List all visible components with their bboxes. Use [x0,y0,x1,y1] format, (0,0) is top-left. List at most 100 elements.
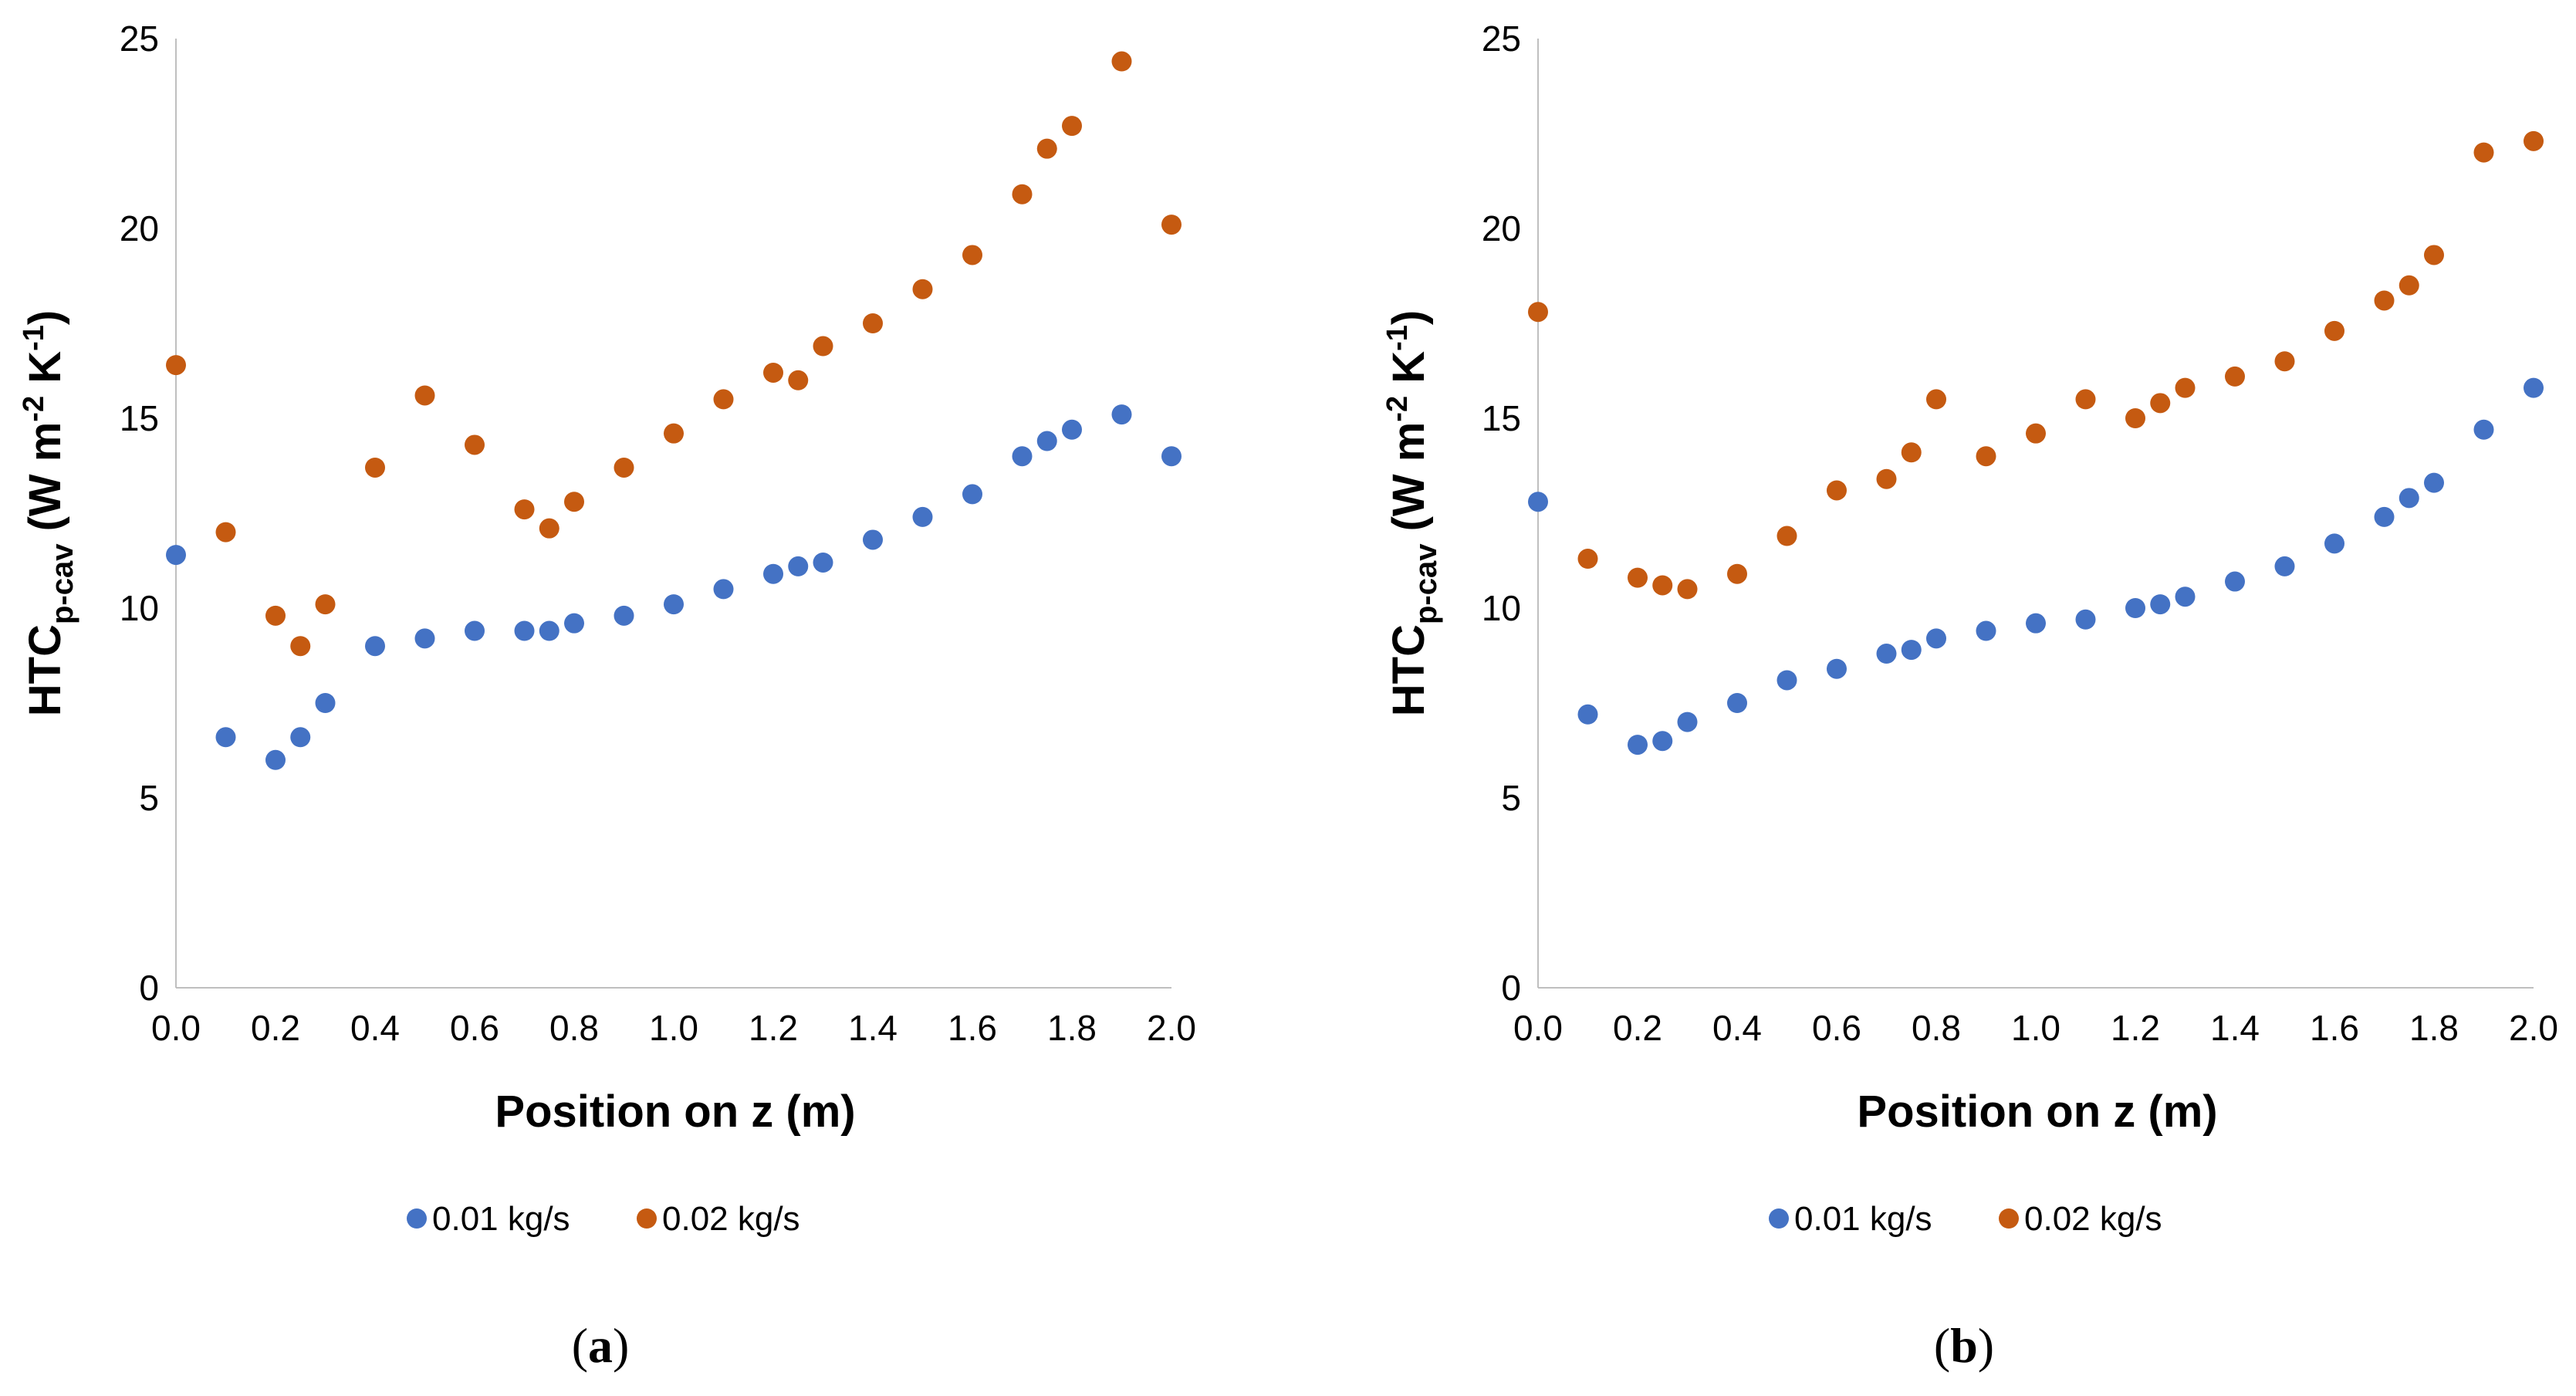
chart-b-series-1-point [2225,366,2245,387]
chart-a-series-1-point [166,355,186,376]
chart-b-series-0-point [1577,704,1598,725]
chart-b-axes [1537,39,2534,989]
chart-b-y-title-close: ) [1384,310,1434,325]
chart-a-series-1-point [763,362,783,383]
chart-a-series-0-point [166,545,186,566]
chart-a-x-tick-label: 1.4 [848,1008,898,1048]
chart-b-x-ticks: 0.0 0.2 0.4 0.6 0.8 1.0 1.2 1.4 1.6 1.8 2.0 [1513,1008,2558,1048]
chart-a-series-1-point [215,522,236,543]
chart-b-y-tick-label: 0 [1501,968,1521,1008]
chart-a-points [166,51,1182,770]
chart-b-series-0-point [2150,594,2171,615]
chart-a-series-0-point [315,693,336,713]
chart-panel-a: 0 5 10 15 20 25 0.0 0.2 0.4 0.6 0.8 1.0 1.2 1.4 1.6 1.… [18,19,1196,1373]
chart-b-series-1-point [2075,389,2096,410]
chart-b-series-1-point [2175,377,2196,398]
chart-b-x-tick-label: 2.0 [2509,1008,2558,1048]
chart-b-series-0-point [2524,377,2544,398]
chart-a-y-title-mid: K [20,351,70,396]
chart-b-legend-marker-0 [1769,1208,1789,1229]
chart-b-y-ticks: 0 5 10 15 20 25 [1482,19,1521,1008]
chart-a-axes [175,39,1171,989]
chart-b-series-1-point [2374,290,2395,311]
chart-b-series-1-point [2424,245,2444,265]
chart-b-x-tick-label: 1.8 [2409,1008,2459,1048]
chart-a-series-0-point [465,620,485,641]
chart-b-series-0-point [1876,644,1897,664]
chart-b-series-0-point [1776,670,1797,691]
chart-a-series-1-point [315,594,336,615]
chart-a-series-1-point [365,457,385,478]
chart-a-series-1-point [1111,51,1132,72]
chart-a-y-tick-label: 25 [120,19,159,59]
chart-a-panel-label: (a) [572,1318,630,1373]
chart-b-x-tick-label: 1.4 [2210,1008,2260,1048]
chart-a-x-tick-label: 1.2 [749,1008,798,1048]
chart-b-legend-label-0: 0.01 kg/s [1794,1200,1932,1238]
chart-a-x-tick-label: 0.0 [151,1008,201,1048]
chart-b-y-title-open: (W m [1384,422,1434,544]
chart-a-x-tick-label: 0.8 [549,1008,599,1048]
chart-b-series-0-point [1652,731,1673,752]
chart-b-x-tick-label: 0.6 [1812,1008,1861,1048]
chart-b-points [1528,130,2544,755]
chart-a-x-tick-label: 1.0 [649,1008,698,1048]
chart-a-y-title-main: HTC [20,624,70,716]
chart-a-series-0-point [763,563,783,584]
chart-a-legend-label-1: 0.02 kg/s [662,1200,800,1238]
chart-a-y-tick-label: 20 [120,208,159,248]
chart-a-series-0-point [265,749,286,770]
chart-a-series-1-point [912,279,933,299]
chart-a-series-0-point [1062,419,1082,440]
chart-b-series-1-point [2524,130,2544,151]
chart-a-series-1-point [514,499,535,520]
chart-a-y-tick-label: 10 [120,588,159,628]
chart-a-series-0-point [414,628,435,649]
chart-b-legend-marker-1 [1999,1208,2019,1229]
chart-b-x-tick-label: 0.4 [1712,1008,1762,1048]
chart-a-series-1-point [564,492,584,512]
chart-b-series-1-point [1652,575,1673,596]
chart-b-series-1-point [1577,549,1598,570]
chart-b-series-0-point [2175,586,2196,607]
chart-a-series-0-point [1111,404,1132,425]
chart-b-y-title-sup1: -2 [1381,396,1414,422]
chart-b-y-tick-label: 25 [1482,19,1521,59]
chart-b-x-tick-label: 0.0 [1513,1008,1563,1048]
chart-b-series-0-point [2026,613,2046,634]
chart-a-legend-marker-0 [407,1208,427,1229]
chart-a-y-tick-label: 0 [139,968,159,1008]
chart-a-x-axis-title: Position on z (m) [495,1087,855,1137]
chart-b-series-0-point [1976,620,1996,641]
chart-b-panel-letter: b [1950,1318,1978,1373]
chart-a-series-1-point [664,423,684,444]
chart-a-y-tick-label: 15 [120,398,159,438]
chart-b-legend-label-1: 0.02 kg/s [2024,1200,2162,1238]
chart-b-y-tick-label: 10 [1482,588,1521,628]
chart-a-series-0-point [539,620,559,641]
chart-b-series-0-point [2125,598,2145,618]
chart-b-series-0-point [2473,419,2494,440]
chart-b-y-title-sub: p-cav [1409,543,1443,624]
chart-b-series-1-point [1628,567,1648,588]
chart-a-y-title-open: (W m [20,422,70,544]
chart-a-x-tick-label: 0.4 [350,1008,400,1048]
chart-b-series-0-point [1926,628,1946,649]
chart-b-series-0-point [2424,472,2444,493]
chart-a-series-1-point [1161,215,1182,235]
chart-a-series-0-point [788,556,809,576]
chart-b-series-1-point [2274,351,2295,372]
chart-a-series-0-point [1036,431,1057,451]
chart-a-y-title-close: ) [20,310,70,325]
chart-b-panel-label: (b) [1934,1318,1994,1373]
chart-a-legend-marker-1 [637,1208,657,1229]
chart-b-series-0-point [1528,492,1548,512]
chart-panel-b: 0 5 10 15 20 25 0.0 0.2 0.4 0.6 0.8 1.0 1.2 1.4 1.6 1.… [1381,19,2558,1373]
chart-b-series-1-point [1677,579,1698,600]
chart-b-series-1-point [2150,393,2171,414]
chart-a-series-0-point [1161,446,1182,467]
chart-b-series-0-point [1727,693,1747,713]
chart-b-series-1-point [1976,446,1996,467]
chart-a-series-1-point [614,457,634,478]
